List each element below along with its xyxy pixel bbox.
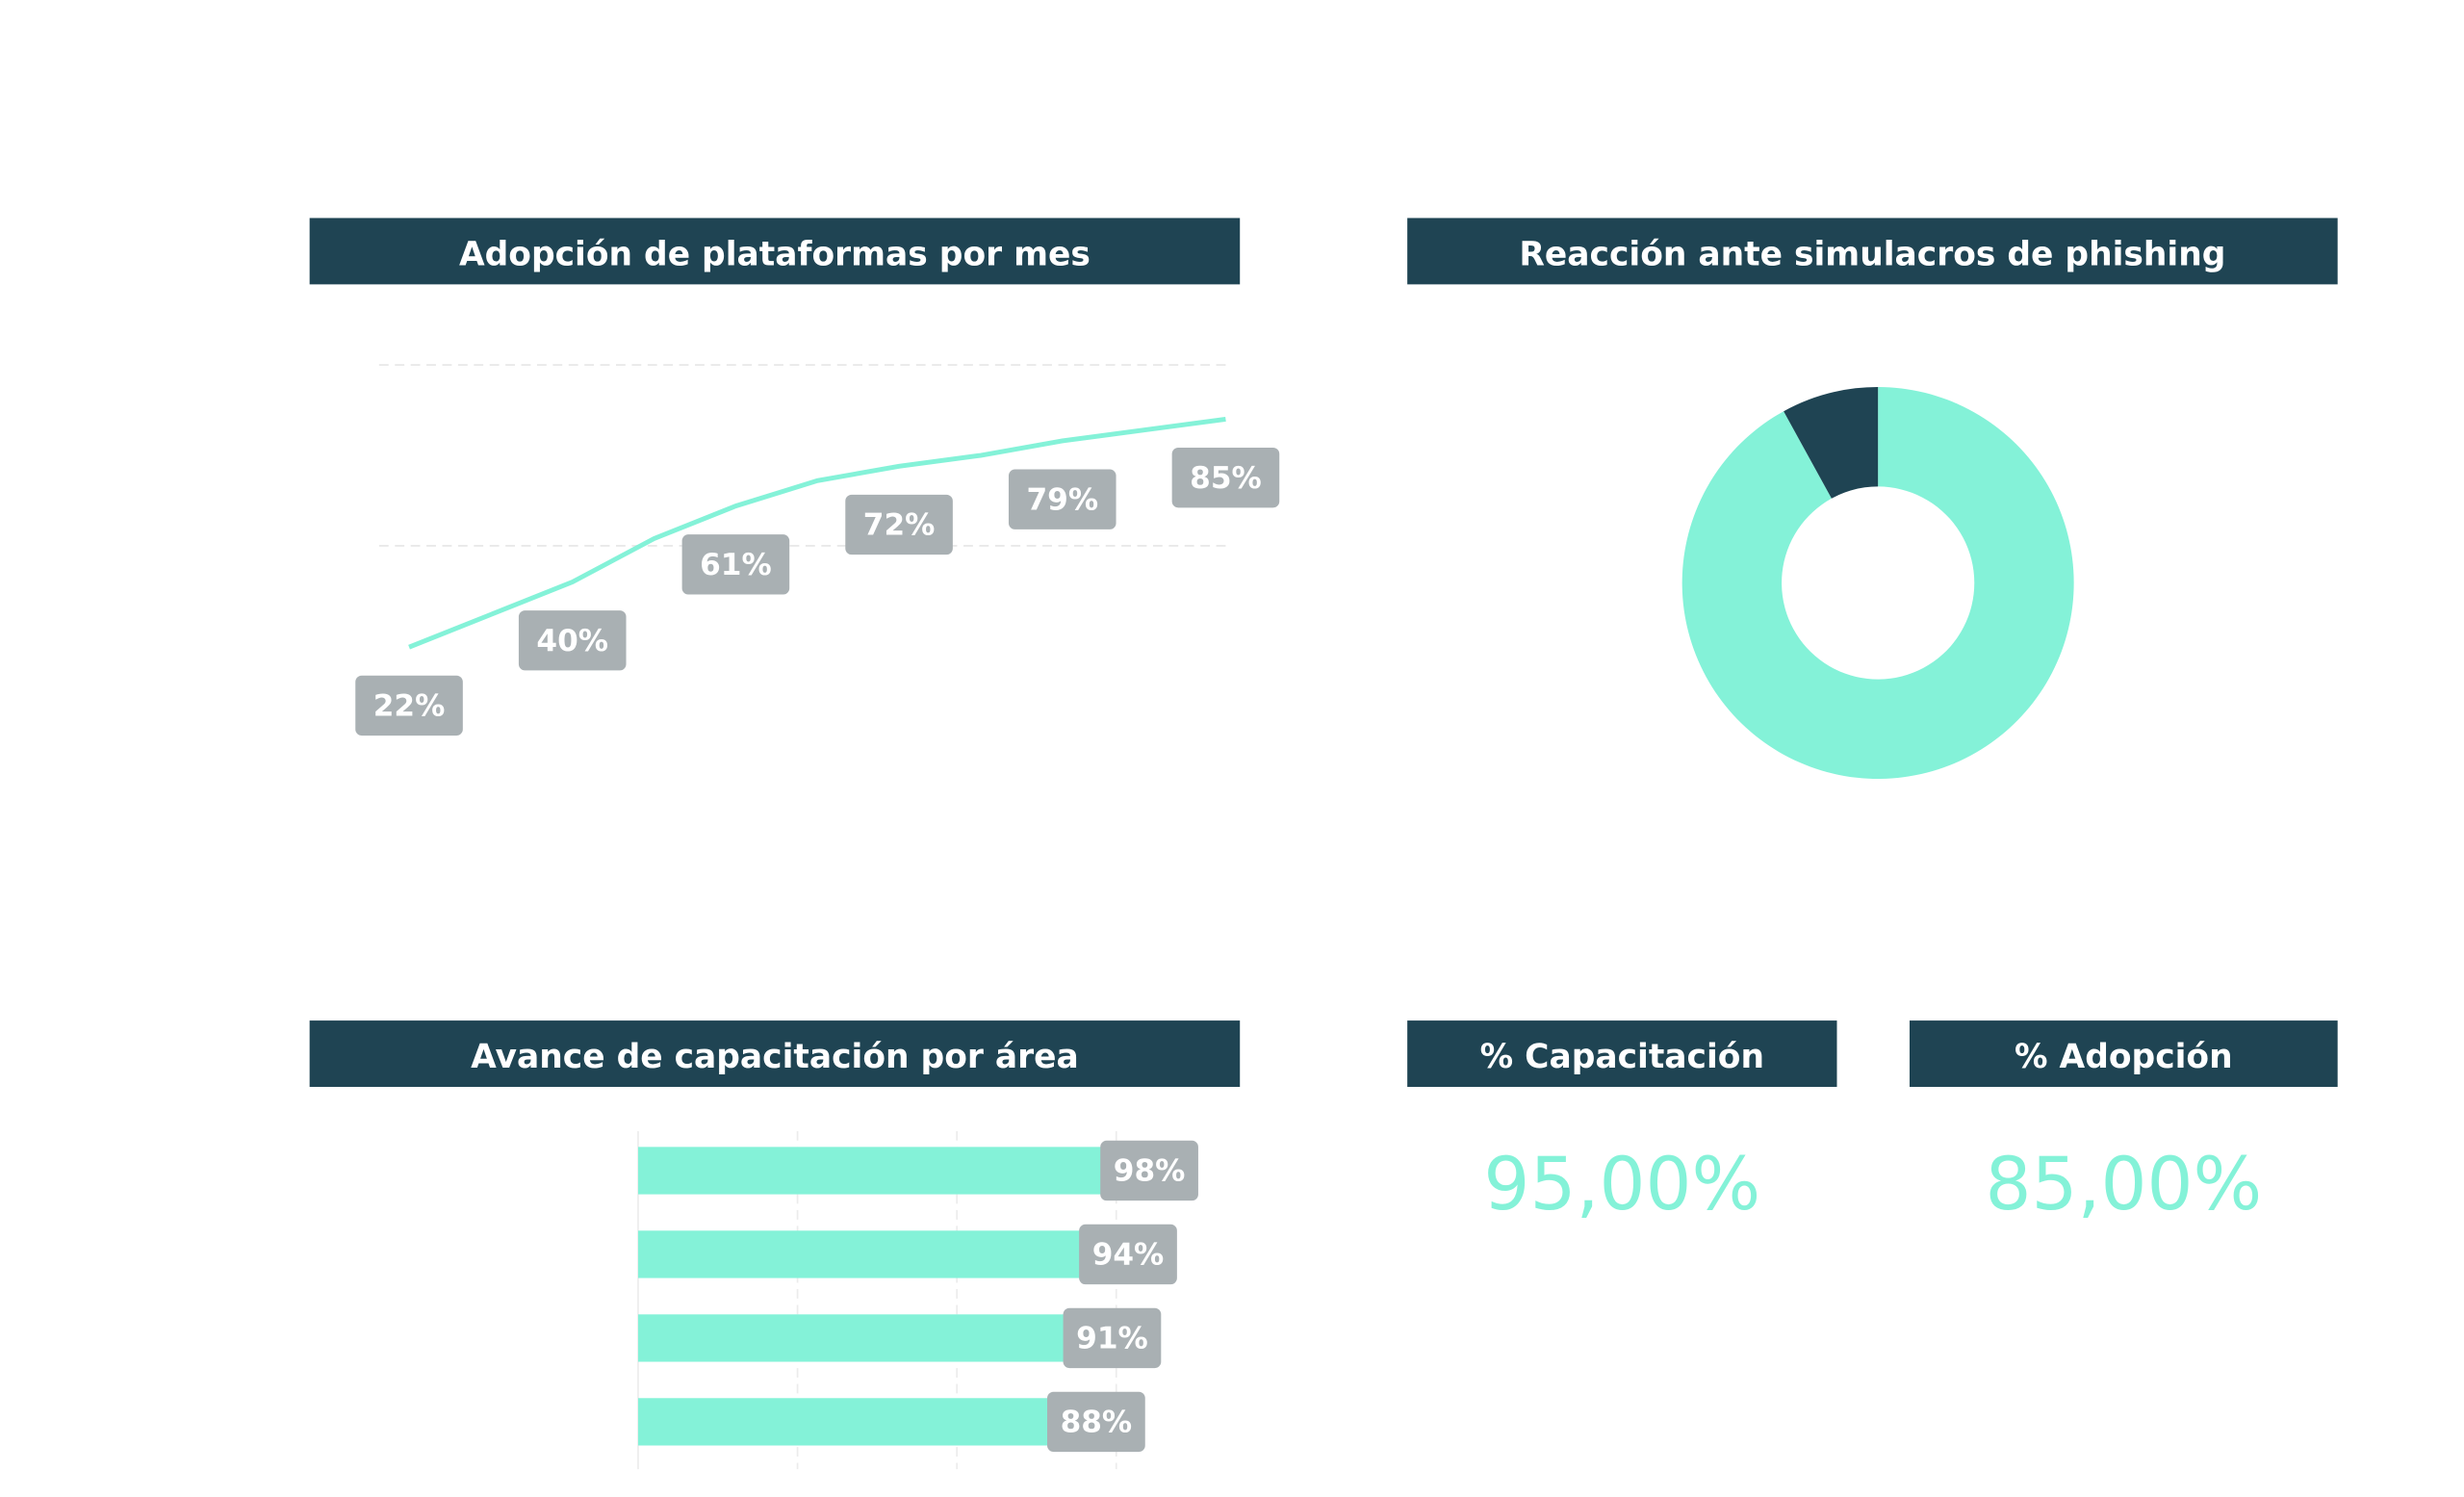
kpi-value: 85,00% xyxy=(1985,1142,2262,1226)
kpi-value: 95,00% xyxy=(1483,1142,1760,1226)
bar xyxy=(637,1147,1159,1195)
chart-title: Adopción de plataformas por mes xyxy=(459,235,1091,273)
value-label-box xyxy=(1008,469,1116,529)
header-bar xyxy=(309,1020,1241,1087)
value-label: 88% xyxy=(1061,1406,1133,1440)
header-bar xyxy=(1909,1020,2338,1087)
value-label: 61% xyxy=(700,548,772,582)
value-label-box xyxy=(1047,1391,1145,1453)
bar xyxy=(637,1398,1106,1446)
line xyxy=(408,416,1226,650)
value-label: 91% xyxy=(1076,1322,1148,1356)
value-label-box xyxy=(355,675,463,736)
value-label-box xyxy=(1079,1224,1177,1285)
value-label: 98% xyxy=(1114,1154,1186,1189)
value-label: 72% xyxy=(863,508,936,543)
pie-slice xyxy=(1784,387,1879,499)
kpi-title: % Adopción xyxy=(2015,1038,2233,1076)
value-label-box xyxy=(681,534,790,595)
header-bar xyxy=(1407,218,2338,285)
header-bar xyxy=(309,218,1241,285)
value-label: 94% xyxy=(1092,1238,1165,1273)
kpi-title: % Capacitación xyxy=(1480,1038,1764,1076)
value-label: 22% xyxy=(373,689,446,724)
value-label-box xyxy=(1100,1140,1198,1201)
value-label-box xyxy=(518,610,627,671)
header-bar xyxy=(1407,1020,1837,1087)
bar xyxy=(637,1314,1122,1362)
value-label-box xyxy=(845,494,953,555)
chart-title: Reacción ante simulacros de phishing xyxy=(1519,235,2225,273)
value-label: 79% xyxy=(1026,482,1098,517)
pie-slice xyxy=(1681,387,2074,780)
bar xyxy=(637,1230,1138,1278)
chart-title: Avance de capacitación por área xyxy=(471,1038,1079,1076)
value-label: 40% xyxy=(536,624,608,658)
value-label: 85% xyxy=(1190,461,1262,496)
value-label-box xyxy=(1063,1307,1162,1369)
value-label-box xyxy=(1171,447,1280,508)
